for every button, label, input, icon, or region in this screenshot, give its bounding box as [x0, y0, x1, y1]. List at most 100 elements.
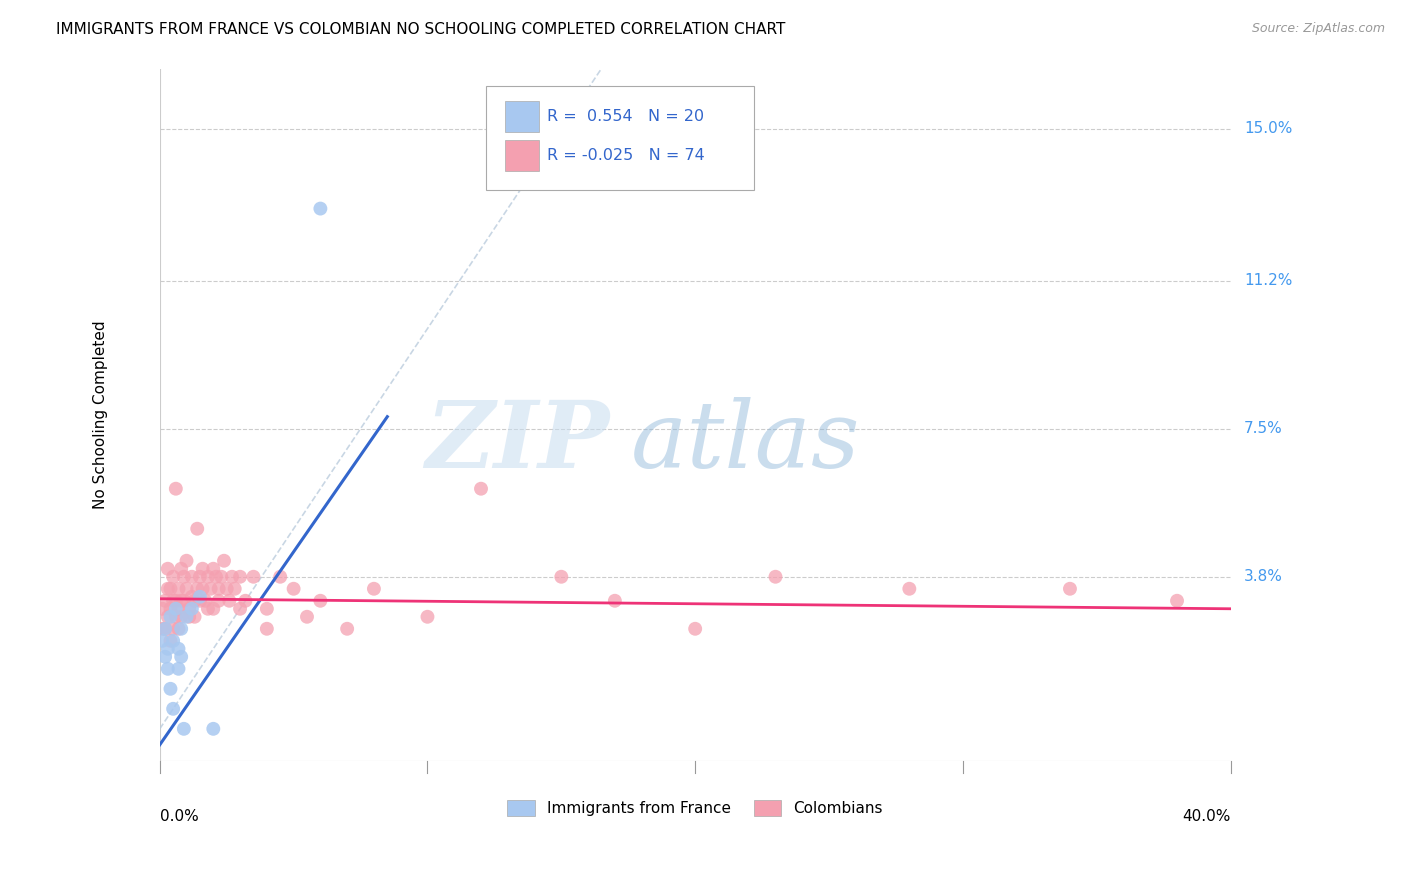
Point	[256, 601, 278, 615]
Point	[242, 570, 264, 584]
Point	[173, 594, 195, 608]
Point	[170, 609, 193, 624]
Bar	[505, 140, 538, 171]
Point	[153, 594, 176, 608]
Text: 0.0%: 0.0%	[160, 809, 198, 824]
Point	[162, 702, 184, 716]
Point	[180, 590, 202, 604]
Point	[550, 570, 572, 584]
Point	[162, 633, 184, 648]
Point	[200, 582, 222, 596]
Point	[156, 641, 179, 656]
Point	[153, 649, 176, 664]
Point	[159, 681, 181, 696]
Point	[176, 554, 198, 568]
Point	[898, 582, 921, 596]
Point	[167, 582, 190, 596]
Text: IMMIGRANTS FROM FRANCE VS COLOMBIAN NO SCHOOLING COMPLETED CORRELATION CHART: IMMIGRANTS FROM FRANCE VS COLOMBIAN NO S…	[56, 22, 786, 37]
Point	[197, 570, 219, 584]
Point	[1059, 582, 1081, 596]
Point	[156, 582, 179, 596]
FancyBboxPatch shape	[486, 86, 754, 190]
Point	[156, 609, 179, 624]
Text: R = -0.025   N = 74: R = -0.025 N = 74	[547, 148, 706, 163]
Point	[202, 722, 225, 736]
Point	[153, 622, 176, 636]
Point	[173, 570, 195, 584]
Point	[159, 601, 181, 615]
Point	[194, 594, 217, 608]
Point	[170, 562, 193, 576]
Point	[295, 609, 318, 624]
Point	[208, 582, 231, 596]
Point	[156, 562, 179, 576]
Point	[229, 601, 252, 615]
Point	[218, 594, 240, 608]
Point	[167, 601, 190, 615]
Point	[191, 582, 214, 596]
Point	[152, 622, 174, 636]
Point	[256, 622, 278, 636]
Point	[212, 554, 235, 568]
Point	[269, 570, 291, 584]
Point	[202, 601, 225, 615]
Point	[152, 601, 174, 615]
Point	[179, 609, 201, 624]
Text: No Schooling Completed: No Schooling Completed	[93, 320, 108, 509]
Bar	[505, 101, 538, 132]
Text: atlas: atlas	[631, 397, 860, 487]
Point	[208, 594, 231, 608]
Point	[202, 562, 225, 576]
Text: 11.2%: 11.2%	[1244, 273, 1292, 288]
Point	[416, 609, 439, 624]
Point	[156, 662, 179, 676]
Point	[159, 582, 181, 596]
Point	[162, 570, 184, 584]
Point	[363, 582, 385, 596]
Point	[180, 570, 202, 584]
Point	[603, 594, 626, 608]
Point	[165, 601, 187, 615]
Point	[170, 649, 193, 664]
Point	[173, 722, 195, 736]
Point	[167, 662, 190, 676]
Point	[153, 622, 176, 636]
Point	[309, 202, 332, 216]
Point	[165, 594, 187, 608]
Point	[170, 622, 193, 636]
Text: 15.0%: 15.0%	[1244, 121, 1292, 136]
Point	[188, 594, 211, 608]
Point	[179, 601, 201, 615]
Point	[283, 582, 305, 596]
Point	[159, 633, 181, 648]
Point	[209, 570, 232, 584]
Point	[221, 570, 243, 584]
Point	[183, 609, 205, 624]
Point	[309, 594, 332, 608]
Point	[205, 570, 228, 584]
Point	[224, 582, 246, 596]
Point	[188, 570, 211, 584]
Point	[765, 570, 787, 584]
Point	[170, 594, 193, 608]
Point	[152, 633, 174, 648]
Point	[162, 622, 184, 636]
Text: 40.0%: 40.0%	[1182, 809, 1230, 824]
Point	[1166, 594, 1188, 608]
Point	[167, 641, 190, 656]
Point	[683, 622, 706, 636]
Point	[191, 562, 214, 576]
Point	[176, 582, 198, 596]
Point	[215, 582, 238, 596]
Text: 7.5%: 7.5%	[1244, 421, 1282, 436]
Legend: Immigrants from France, Colombians: Immigrants from France, Colombians	[501, 794, 889, 822]
Text: Source: ZipAtlas.com: Source: ZipAtlas.com	[1251, 22, 1385, 36]
Point	[183, 594, 205, 608]
Text: 3.8%: 3.8%	[1244, 569, 1282, 584]
Point	[167, 622, 190, 636]
Text: R =  0.554   N = 20: R = 0.554 N = 20	[547, 110, 704, 125]
Point	[186, 582, 208, 596]
Text: ZIP: ZIP	[425, 397, 610, 487]
Point	[159, 609, 181, 624]
Point	[176, 609, 198, 624]
